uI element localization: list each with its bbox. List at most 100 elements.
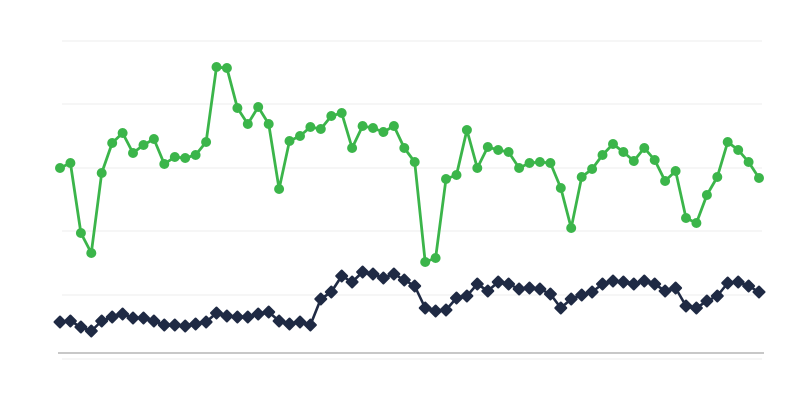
navy-series-marker: [627, 277, 641, 291]
green-series-marker: [639, 143, 650, 153]
navy-series-marker: [637, 274, 651, 288]
green-series-marker: [388, 121, 399, 131]
navy-series-marker: [397, 273, 411, 287]
navy-series-marker: [648, 277, 662, 291]
navy-series-marker: [502, 277, 516, 291]
navy-series-marker: [147, 314, 161, 328]
green-series-marker: [326, 111, 337, 121]
navy-series-marker: [408, 279, 422, 293]
navy-series-marker: [554, 301, 568, 315]
navy-series-marker: [512, 282, 526, 296]
green-series-marker: [128, 148, 138, 158]
navy-series-marker: [606, 274, 620, 288]
navy-series-marker: [523, 281, 536, 295]
navy-series-marker: [721, 276, 735, 290]
green-series-marker: [242, 119, 253, 129]
green-series-marker: [138, 140, 149, 150]
navy-series-marker: [63, 314, 77, 328]
navy-series-marker: [314, 292, 328, 306]
navy-series-marker: [324, 285, 338, 299]
navy-series-marker: [387, 267, 401, 281]
green-series-marker: [461, 125, 472, 135]
navy-series-marker: [564, 292, 578, 306]
navy-series-marker: [460, 289, 474, 303]
navy-series-marker: [272, 314, 286, 328]
navy-series-marker: [335, 269, 349, 283]
navy-series-marker: [491, 275, 505, 289]
navy-series-marker: [679, 299, 693, 313]
green-series-marker: [86, 248, 97, 258]
green-series-marker: [743, 157, 754, 167]
green-series-marker: [451, 170, 462, 180]
green-series-marker: [190, 150, 201, 160]
navy-series-marker: [74, 320, 88, 334]
navy-series-marker: [543, 287, 557, 301]
navy-series-marker: [95, 314, 109, 328]
navy-series-marker: [283, 317, 296, 331]
green-series-marker: [159, 159, 170, 169]
green-series-marker: [295, 131, 305, 141]
green-series-marker: [315, 124, 326, 134]
green-series-marker: [587, 164, 598, 174]
green-series-marker: [733, 145, 744, 155]
green-series-marker: [221, 63, 232, 73]
green-series-marker: [441, 174, 451, 184]
green-series-marker: [660, 176, 671, 186]
green-series-marker: [65, 158, 76, 168]
navy-series-marker: [126, 311, 140, 325]
navy-series-marker: [575, 288, 589, 302]
green-series-marker: [378, 127, 389, 137]
navy-series-marker: [658, 284, 672, 298]
green-series-marker: [628, 156, 639, 166]
navy-series-marker: [700, 294, 714, 308]
navy-series-marker: [689, 301, 703, 315]
navy-series-marker: [241, 310, 255, 324]
green-series-marker: [274, 184, 285, 194]
green-series-marker: [566, 223, 577, 233]
green-series-marker: [514, 163, 525, 173]
green-series-marker: [420, 257, 431, 267]
navy-series-marker: [251, 307, 265, 321]
navy-series-marker: [596, 277, 609, 291]
navy-series-marker: [210, 306, 223, 320]
green-series-marker: [430, 253, 441, 263]
navy-series-marker: [356, 265, 370, 279]
navy-series-marker: [189, 317, 203, 331]
green-series-marker: [493, 145, 504, 155]
navy-series-marker: [199, 315, 213, 329]
green-series-marker: [555, 183, 566, 193]
green-series-marker: [201, 137, 212, 147]
navy-series-marker: [669, 281, 683, 295]
navy-series-marker: [116, 307, 130, 321]
navy-series-marker: [752, 285, 766, 299]
green-series-marker: [608, 139, 618, 149]
green-series-marker: [524, 158, 535, 168]
navy-series-marker: [376, 271, 390, 285]
green-series-marker: [347, 143, 358, 153]
navy-series-marker: [53, 315, 67, 329]
green-series-marker: [545, 158, 556, 168]
green-series-marker: [211, 62, 222, 72]
navy-series-marker: [731, 275, 745, 289]
green-series-marker: [649, 155, 660, 165]
green-series-marker: [357, 121, 368, 131]
green-series-marker: [169, 152, 180, 162]
green-series-marker: [336, 108, 347, 118]
green-series-marker: [712, 172, 723, 182]
green-series-marker: [368, 123, 378, 133]
navy-series-marker: [137, 311, 150, 325]
green-series-marker: [482, 142, 493, 152]
green-series-marker: [691, 218, 702, 228]
green-series-marker: [681, 213, 691, 223]
navy-series-marker: [345, 275, 359, 289]
green-series-marker: [263, 119, 274, 129]
green-series-marker: [670, 166, 681, 176]
green-series-marker: [576, 172, 587, 182]
navy-series-marker: [293, 315, 307, 329]
green-series-marker: [253, 102, 264, 112]
green-series-marker: [180, 153, 191, 163]
green-series-marker: [409, 157, 420, 167]
green-series-marker: [96, 168, 107, 178]
